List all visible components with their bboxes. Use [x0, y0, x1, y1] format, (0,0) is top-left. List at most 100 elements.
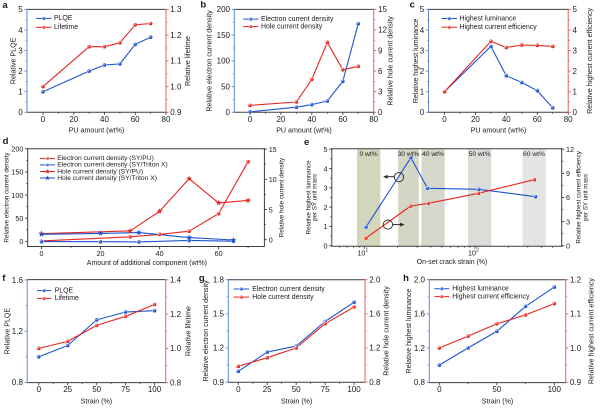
svg-text:1.6: 1.6: [12, 276, 24, 285]
svg-text:5: 5: [420, 5, 425, 14]
svg-text:60: 60: [533, 115, 542, 124]
svg-text:0: 0: [573, 108, 578, 117]
svg-text:2: 2: [324, 203, 328, 212]
svg-text:1.2: 1.2: [170, 310, 182, 319]
svg-text:1.2: 1.2: [213, 344, 225, 353]
svg-text:1.1: 1.1: [170, 57, 182, 66]
svg-text:0: 0: [248, 115, 253, 124]
svg-text:5: 5: [324, 145, 328, 154]
svg-text:0.8: 0.8: [369, 378, 381, 387]
svg-text:60 wt%: 60 wt%: [523, 151, 545, 158]
svg-text:50 wt%: 50 wt%: [469, 151, 491, 158]
svg-text:1.4: 1.4: [170, 276, 182, 285]
svg-text:Electron current density (SY/P: Electron current density (SY/PU): [57, 155, 154, 162]
svg-text:3: 3: [566, 217, 570, 226]
svg-text:5: 5: [269, 205, 273, 214]
svg-text:1: 1: [573, 88, 578, 97]
svg-text:12: 12: [566, 145, 574, 154]
svg-text:15: 15: [269, 145, 277, 154]
svg-text:4: 4: [573, 26, 578, 35]
svg-text:2.0: 2.0: [369, 276, 381, 285]
svg-text:25: 25: [263, 385, 272, 394]
svg-text:1: 1: [324, 222, 328, 231]
svg-text:1.2: 1.2: [570, 276, 582, 285]
svg-text:0: 0: [566, 242, 570, 251]
svg-text:3: 3: [324, 184, 328, 193]
svg-text:80: 80: [564, 115, 573, 124]
svg-text:Relative highest current effic: Relative highest current efficiency: [586, 7, 594, 113]
svg-text:Relative PLQE: Relative PLQE: [10, 37, 18, 84]
svg-text:0.9: 0.9: [570, 378, 582, 387]
svg-text:1.8: 1.8: [213, 276, 225, 285]
svg-text:1.2: 1.2: [414, 344, 426, 353]
svg-text:1.2: 1.2: [12, 327, 24, 336]
svg-text:2: 2: [573, 67, 578, 76]
svg-text:Electron current density: Electron current density: [252, 286, 325, 293]
svg-text:PU amount (wt%): PU amount (wt%): [276, 127, 332, 135]
svg-text:50: 50: [92, 385, 101, 394]
svg-text:40 wt%: 40 wt%: [422, 151, 444, 158]
svg-text:40: 40: [502, 115, 511, 124]
svg-text:Electron current density: Electron current density: [261, 16, 334, 23]
svg-text:Strain (%): Strain (%): [281, 397, 313, 405]
svg-text:0: 0: [41, 115, 46, 124]
svg-text:4: 4: [420, 26, 425, 35]
svg-text:Hole current density (SY/PU): Hole current density (SY/PU): [57, 168, 143, 175]
svg-text:Relative hole current density: Relative hole current density: [387, 16, 395, 106]
svg-text:0: 0: [226, 108, 231, 117]
svg-text:4: 4: [324, 164, 328, 173]
svg-text:0: 0: [236, 385, 241, 394]
svg-text:60: 60: [338, 115, 347, 124]
svg-text:200: 200: [11, 145, 23, 154]
svg-text:Relative hole current density: Relative hole current density: [279, 157, 286, 237]
svg-text:PLQE: PLQE: [54, 15, 73, 22]
svg-text:101: 101: [357, 248, 368, 258]
svg-text:0: 0: [324, 242, 328, 251]
svg-text:9: 9: [566, 169, 570, 178]
svg-text:Relative electron current dens: Relative electron current density: [206, 10, 214, 112]
svg-text:g: g: [199, 273, 205, 284]
svg-text:0: 0: [269, 236, 273, 245]
svg-text:100: 100: [148, 385, 162, 394]
svg-text:Relative hole current density: Relative hole current density: [383, 286, 391, 376]
svg-text:12: 12: [378, 26, 387, 35]
svg-text:3: 3: [573, 46, 578, 55]
svg-text:50: 50: [221, 82, 230, 91]
svg-text:0: 0: [437, 385, 442, 394]
svg-text:0: 0: [40, 249, 44, 258]
svg-text:PU amount (wt%): PU amount (wt%): [69, 127, 125, 135]
svg-text:1.6: 1.6: [369, 310, 381, 319]
svg-text:1.5: 1.5: [213, 310, 225, 319]
svg-text:Hole current density (SY/Trito: Hole current density (SY/Triton X): [57, 175, 157, 182]
svg-text:40: 40: [100, 115, 109, 124]
svg-text:Relative highest current effic: Relative highest current efficiency: [576, 150, 583, 243]
svg-text:Relative lifetime: Relative lifetime: [184, 36, 192, 86]
svg-text:80: 80: [369, 115, 378, 124]
svg-text:20: 20: [276, 115, 285, 124]
svg-text:200: 200: [217, 5, 231, 14]
svg-text:1.0: 1.0: [170, 82, 182, 91]
svg-text:50: 50: [492, 385, 501, 394]
svg-text:1: 1: [18, 88, 23, 97]
svg-text:40: 40: [307, 115, 316, 124]
svg-text:0: 0: [37, 385, 42, 394]
svg-text:0.8: 0.8: [12, 378, 24, 387]
svg-text:Strain (%): Strain (%): [81, 397, 113, 405]
svg-text:15: 15: [378, 5, 387, 14]
svg-text:e: e: [304, 137, 309, 148]
svg-text:0 wt%: 0 wt%: [359, 151, 377, 158]
svg-text:Relative lifetime: Relative lifetime: [184, 306, 192, 356]
svg-text:25: 25: [63, 385, 72, 394]
svg-text:Highest current efficiency: Highest current efficiency: [460, 24, 538, 31]
svg-text:0.9: 0.9: [170, 108, 182, 117]
svg-text:80: 80: [162, 115, 171, 124]
svg-text:5: 5: [18, 5, 23, 14]
svg-text:9: 9: [378, 46, 383, 55]
svg-text:per SY unit mass: per SY unit mass: [311, 174, 318, 221]
svg-text:20: 20: [471, 115, 480, 124]
svg-text:Relative highest luminance: Relative highest luminance: [306, 160, 313, 235]
svg-text:60: 60: [215, 249, 223, 258]
svg-text:5: 5: [573, 5, 578, 14]
svg-text:100: 100: [347, 385, 361, 394]
svg-text:1.2: 1.2: [170, 31, 182, 40]
